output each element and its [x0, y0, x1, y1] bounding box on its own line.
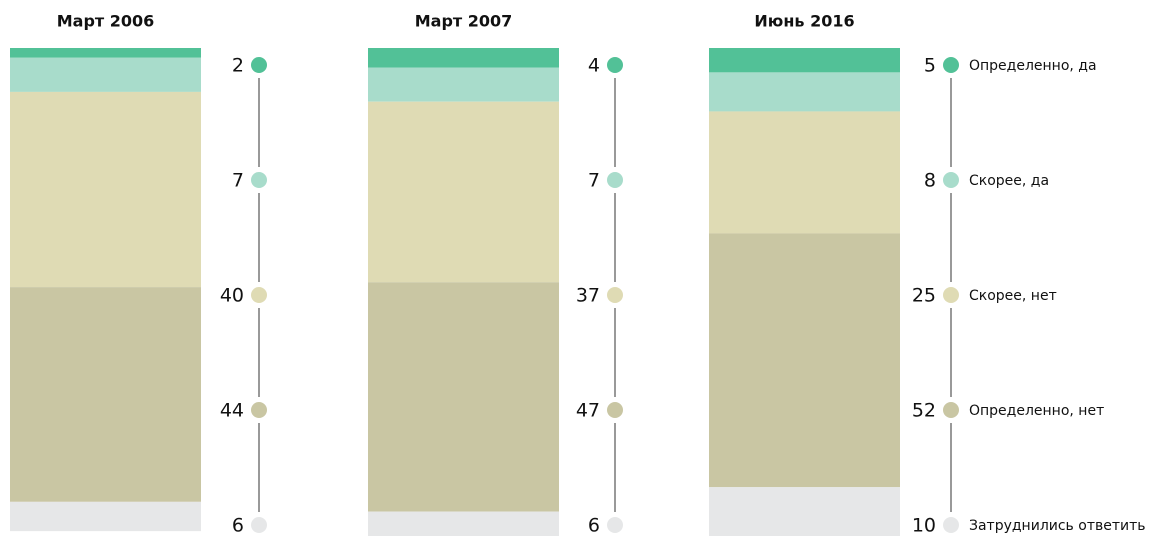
value-label: 52 — [912, 400, 936, 422]
value-label: 7 — [588, 170, 600, 192]
bar-segment — [709, 48, 900, 73]
legend-label: Скорее, нет — [969, 288, 1057, 304]
legend-dot — [943, 517, 959, 533]
value-label: 7 — [232, 170, 244, 192]
legend-dot — [943, 287, 959, 303]
value-label: 6 — [232, 515, 244, 536]
legend-dot — [607, 172, 623, 188]
bar-segment — [368, 101, 559, 283]
legend-dot — [251, 287, 267, 303]
legend-dot — [251, 517, 267, 533]
bar-segment — [368, 48, 559, 68]
legend-label: Скорее, да — [969, 173, 1049, 189]
legend-dot — [943, 402, 959, 418]
legend-dot — [607, 287, 623, 303]
legend-dot — [607, 402, 623, 418]
bar-segment — [368, 67, 559, 102]
value-label: 47 — [576, 400, 600, 422]
value-label: 6 — [588, 515, 600, 536]
panel-title: Июнь 2016 — [754, 12, 854, 31]
legend-dot — [943, 172, 959, 188]
panel-title: Март 2007 — [415, 12, 513, 31]
value-label: 4 — [588, 55, 600, 77]
bar-segment — [709, 111, 900, 234]
value-label: 8 — [924, 170, 936, 192]
bar-segment — [368, 511, 559, 536]
legend-dot — [607, 57, 623, 73]
bar-segment — [10, 501, 201, 532]
bar-segment — [709, 233, 900, 488]
value-label: 2 — [232, 55, 244, 77]
legend-dot — [251, 402, 267, 418]
value-label: 25 — [912, 285, 936, 307]
legend-label: Определенно, да — [969, 58, 1097, 74]
legend-label: Затруднились ответить — [969, 518, 1146, 534]
value-label: 10 — [912, 515, 936, 536]
bar-segment — [10, 57, 201, 92]
bar-segment — [10, 48, 201, 58]
legend-dot — [607, 517, 623, 533]
bar-segment — [368, 282, 559, 512]
value-label: 5 — [924, 55, 936, 77]
legend-dot — [943, 57, 959, 73]
bar-segment — [10, 287, 201, 502]
bar-segment — [10, 91, 201, 288]
legend-label: Определенно, нет — [969, 403, 1104, 419]
legend-dot — [251, 172, 267, 188]
value-label: 40 — [220, 285, 244, 307]
value-label: 44 — [220, 400, 244, 422]
bar-segment — [709, 72, 900, 112]
bar-segment — [709, 487, 900, 536]
panel-title: Март 2006 — [57, 12, 155, 31]
legend-dot — [251, 57, 267, 73]
value-label: 37 — [576, 285, 600, 307]
